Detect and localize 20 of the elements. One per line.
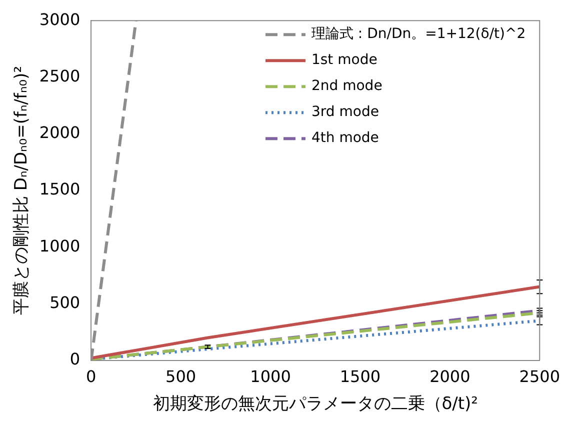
y-tick-label: 3000 xyxy=(39,10,80,29)
y-tick-label: 2500 xyxy=(39,66,80,86)
legend-label: 1st mode xyxy=(311,52,378,68)
legend-label: 2nd mode xyxy=(311,78,382,94)
y-axis-title: 平膜との剛性比 Dₙ/Dₙ₀=(fₙ/fₙ₀)² xyxy=(12,66,32,316)
x-tick-label: 1500 xyxy=(340,367,381,386)
x-tick-label: 0 xyxy=(86,367,96,386)
x-tick-label: 1000 xyxy=(250,367,291,386)
x-tick-label: 500 xyxy=(166,367,196,386)
legend-label: 4th mode xyxy=(311,130,379,146)
legend-label: 3rd mode xyxy=(311,104,379,120)
x-axis-title: 初期変形の無次元パラメータの二乗（δ/t)² xyxy=(152,394,478,414)
x-tick-label: 2000 xyxy=(430,367,470,386)
legend-label: 理論式 : Dn/Dn。=1+12(δ/t)^2 xyxy=(311,26,526,42)
y-tick-label: 1500 xyxy=(39,180,80,199)
y-tick-label: 2000 xyxy=(39,123,80,142)
y-tick-label: 500 xyxy=(50,292,80,312)
x-tick-label: 2500 xyxy=(519,367,560,386)
y-tick-label: 1000 xyxy=(39,236,80,256)
y-tick-label: 0 xyxy=(70,350,80,369)
